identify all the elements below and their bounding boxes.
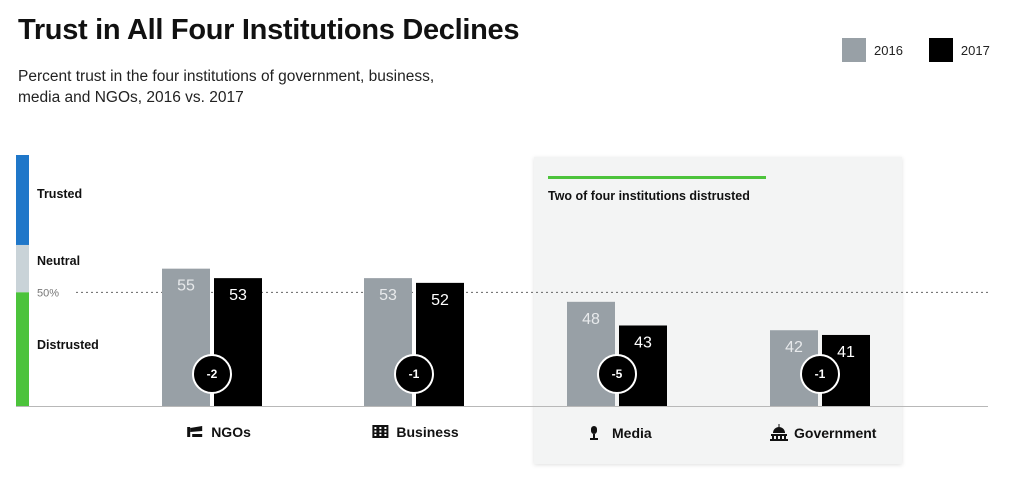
microphone-icon-head	[591, 426, 597, 434]
capitol-icon-column	[772, 436, 774, 439]
change-badge-business	[394, 354, 434, 394]
chart-subtitle: Percent trust in the four institutions o…	[18, 68, 435, 106]
legend-item-2017: 2017	[928, 38, 990, 62]
business-building-icon-window	[374, 434, 377, 436]
business-building-icon-window	[384, 427, 387, 429]
change-value-ngos: -2	[207, 367, 218, 381]
value-label-media-2017: 43	[634, 334, 652, 351]
business-building-icon-window	[374, 427, 377, 429]
zone-label-trusted: Trusted	[37, 187, 82, 201]
value-label-business-2017: 52	[431, 292, 449, 309]
microphone-icon-base	[590, 438, 598, 440]
category-label-ngos: NGOs	[211, 424, 251, 440]
zone-label-distrusted: Distrusted	[37, 338, 99, 352]
category-label-media: Media	[612, 425, 652, 441]
capitol-icon-spire	[778, 424, 780, 427]
business-building-icon-window	[379, 430, 382, 433]
change-value-business: -1	[409, 367, 420, 381]
chart-title: Trust in All Four Institutions Declines	[18, 14, 520, 46]
ngo-icon	[187, 426, 203, 437]
highlight-panel-accent	[548, 176, 766, 179]
zone-bar-neutral	[16, 244, 29, 293]
capitol-icon	[770, 424, 788, 441]
legend-swatch-2017	[928, 38, 953, 62]
category-label-government: Government	[794, 425, 877, 441]
value-label-government-2016: 42	[785, 339, 803, 356]
zone-label-neutral: Neutral	[37, 254, 80, 268]
legend-item-2016: 2016	[842, 38, 903, 62]
category-label-business: Business	[396, 424, 458, 440]
capitol-icon-column	[784, 436, 786, 439]
zone-bar-trusted	[16, 155, 29, 245]
microphone-icon-stem	[593, 434, 595, 438]
reference-line-label: 50%	[37, 287, 59, 299]
value-label-government-2017: 41	[837, 344, 855, 361]
business-building-icon-window	[384, 434, 387, 436]
capitol-icon-roof	[771, 434, 787, 436]
business-building-icon-window	[379, 427, 382, 429]
value-label-ngos-2017: 53	[229, 287, 247, 304]
change-badge-ngos	[192, 354, 232, 394]
legend: 2016 2017	[842, 38, 990, 62]
change-value-government: -1	[815, 367, 826, 381]
change-value-media: -5	[612, 367, 623, 381]
value-label-ngos-2016: 55	[177, 278, 195, 295]
zone-bar-distrusted	[16, 292, 29, 406]
business-building-icon-window	[384, 430, 387, 433]
business-building-icon-window	[379, 434, 382, 436]
capitol-icon-dome	[773, 427, 785, 433]
legend-swatch-2016	[842, 38, 866, 62]
change-badge-government	[800, 354, 840, 394]
change-badge-media	[597, 354, 637, 394]
ngo-icon-flag	[190, 426, 203, 432]
ngo-icon-post	[187, 427, 191, 437]
value-label-media-2016: 48	[582, 311, 600, 328]
capitol-icon-column	[780, 436, 782, 439]
legend-label-2016: 2016	[874, 42, 903, 58]
legend-label-2017: 2017	[960, 42, 990, 58]
value-label-business-2016: 53	[379, 287, 397, 304]
ngo-icon-base	[192, 434, 203, 437]
capitol-icon-column	[776, 436, 778, 439]
capitol-icon-base	[770, 439, 788, 441]
business-building-icon	[372, 425, 389, 438]
business-building-icon-window	[374, 430, 377, 433]
highlight-panel-caption: Two of four institutions distrusted	[548, 189, 750, 203]
microphone-icon	[590, 426, 598, 440]
